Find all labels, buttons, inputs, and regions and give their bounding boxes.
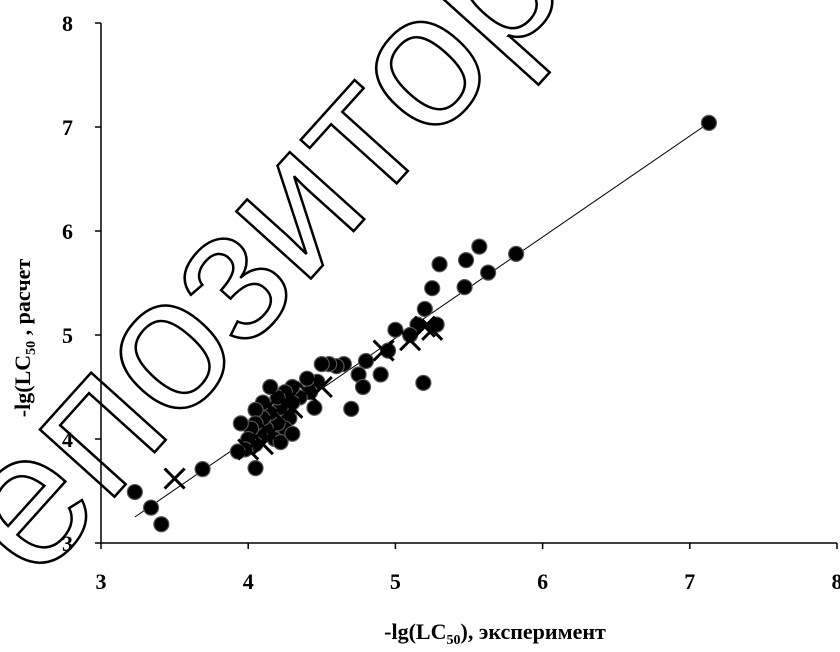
data-point-circle [356, 380, 371, 395]
data-point-circle [248, 461, 263, 476]
y-axis-title: -lg(LC50 , расчет [10, 259, 39, 418]
x-tick-label: 6 [537, 569, 548, 594]
data-point-circle [417, 302, 432, 317]
data-point-circle [457, 280, 472, 295]
data-point-circle [285, 426, 300, 441]
x-tick-label: 3 [96, 569, 107, 594]
data-point-circle [701, 115, 716, 130]
data-point-circle [481, 265, 496, 280]
data-point-circle [127, 485, 142, 500]
watermark-text: епозитор [0, 0, 602, 612]
y-tick-label: 8 [62, 11, 73, 36]
data-point-circle [154, 517, 169, 532]
x-tick-label: 5 [390, 569, 401, 594]
data-point-circle [416, 375, 431, 390]
data-point-circle [248, 402, 263, 417]
data-point-circle [472, 239, 487, 254]
y-tick-label: 7 [62, 115, 73, 140]
data-point-circle [373, 367, 388, 382]
x-tick-label: 7 [684, 569, 695, 594]
y-tick-label: 4 [62, 427, 73, 452]
x-tick-label: 8 [832, 569, 840, 594]
data-point-circle [459, 253, 474, 268]
x-tick-label: 4 [243, 569, 254, 594]
y-tick-label: 3 [62, 531, 73, 556]
data-point-circle [233, 416, 248, 431]
y-tick-label: 6 [62, 219, 73, 244]
data-point-circle [195, 462, 210, 477]
data-point-circle [509, 246, 524, 261]
data-point-circle [358, 354, 373, 369]
data-point-circle [144, 500, 159, 515]
data-point-circle [314, 357, 329, 372]
data-point-circle [307, 400, 322, 415]
x-axis-title: -lg(LC50), эксперимент [384, 619, 606, 647]
y-tick-label: 5 [62, 323, 73, 348]
data-point-circle [425, 281, 440, 296]
data-point-circle [432, 257, 447, 272]
watermark: епозитор [0, 0, 602, 612]
data-point-circle [344, 401, 359, 416]
